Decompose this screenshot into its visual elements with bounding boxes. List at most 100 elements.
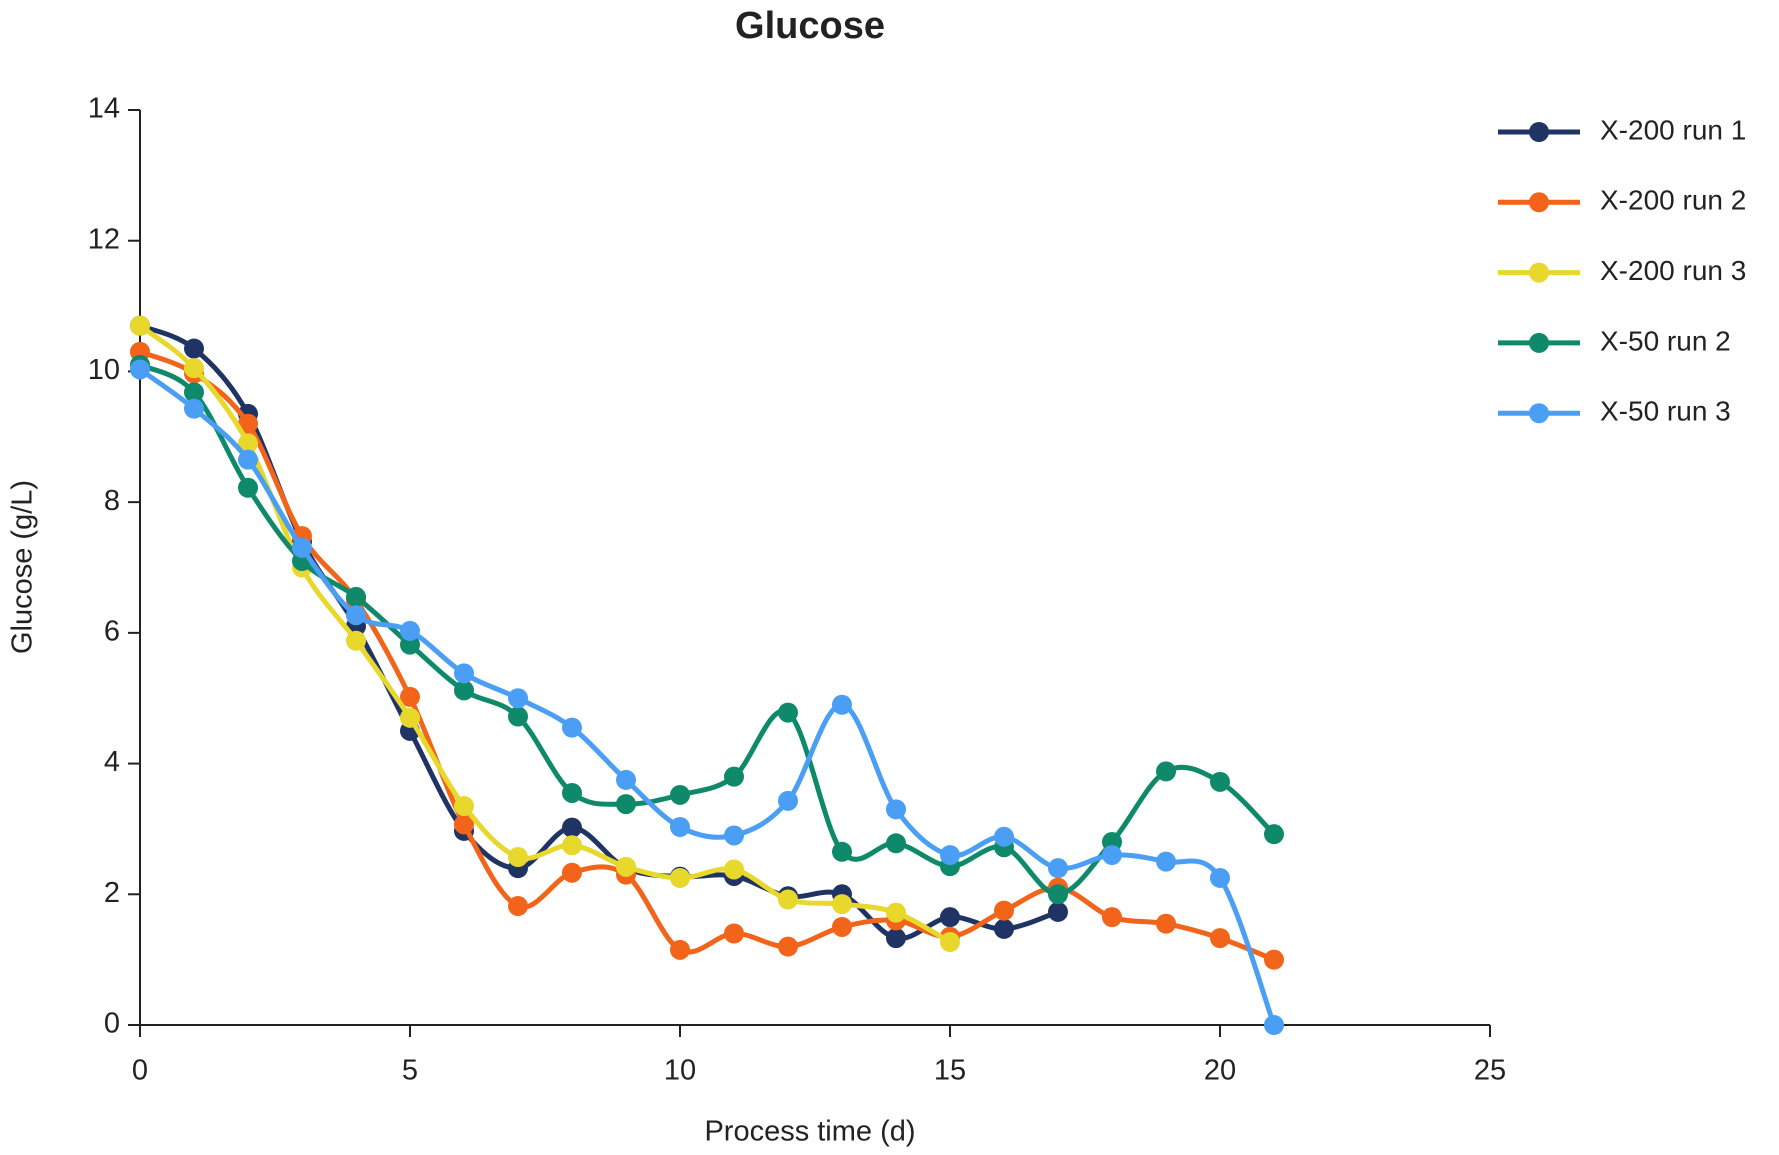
data-point — [616, 856, 636, 877]
data-point — [994, 826, 1014, 847]
data-point — [508, 847, 528, 868]
data-point — [346, 630, 366, 651]
series-line — [138, 362, 1276, 897]
data-point — [184, 382, 204, 403]
data-point — [724, 825, 744, 846]
data-point — [724, 766, 744, 787]
x-axis-label: Process time (d) — [704, 1116, 915, 1148]
y-tick-label: 10 — [88, 354, 120, 386]
data-point — [832, 841, 852, 862]
data-point — [1210, 867, 1230, 888]
x-tick-label: 0 — [132, 1055, 148, 1087]
data-point — [670, 816, 690, 837]
data-point — [670, 784, 690, 805]
x-tick-label: 10 — [664, 1055, 696, 1087]
legend-marker — [1529, 403, 1549, 424]
data-point — [1210, 771, 1230, 792]
data-point — [832, 894, 852, 915]
data-point — [1156, 761, 1176, 782]
data-point — [562, 817, 582, 838]
series-line — [139, 349, 1275, 962]
data-point — [670, 939, 690, 960]
series-line — [139, 323, 1059, 941]
y-tick-label: 8 — [104, 485, 120, 517]
data-point — [400, 686, 420, 707]
data-point — [562, 862, 582, 883]
data-point — [1156, 913, 1176, 934]
data-point — [130, 315, 150, 336]
legend-label: X-200 run 2 — [1600, 185, 1746, 216]
data-point — [184, 398, 204, 419]
data-point — [724, 859, 744, 880]
y-axis-label: Glucose (g/L) — [7, 480, 39, 654]
legend-label: X-50 run 3 — [1600, 396, 1731, 427]
data-point — [1102, 845, 1122, 866]
data-point — [1264, 824, 1284, 845]
data-point — [292, 537, 312, 558]
data-point — [508, 706, 528, 727]
x-tick-label: 5 — [402, 1055, 418, 1087]
y-tick-label: 0 — [104, 1008, 120, 1040]
y-tick-label: 14 — [88, 93, 120, 125]
data-point — [886, 799, 906, 820]
data-point — [400, 707, 420, 728]
chart-title: Glucose — [735, 5, 885, 47]
data-point — [130, 359, 150, 380]
x-tick-label: 25 — [1474, 1055, 1506, 1087]
y-tick-label: 6 — [104, 616, 120, 648]
data-point — [616, 794, 636, 815]
data-point — [778, 889, 798, 910]
data-point — [778, 702, 798, 723]
legend-label: X-50 run 2 — [1600, 325, 1731, 356]
data-point — [616, 769, 636, 790]
data-point — [1264, 949, 1284, 970]
data-point — [508, 688, 528, 709]
data-point — [886, 902, 906, 923]
data-point — [670, 867, 690, 888]
data-point — [454, 814, 474, 835]
data-point — [562, 717, 582, 738]
data-point — [400, 634, 420, 655]
data-point — [1048, 901, 1068, 922]
data-point — [184, 358, 204, 379]
data-point — [562, 782, 582, 803]
x-tick-label: 20 — [1204, 1055, 1236, 1087]
data-point — [940, 845, 960, 866]
data-point — [886, 833, 906, 854]
data-point — [238, 477, 258, 498]
data-point — [778, 936, 798, 957]
data-point — [400, 620, 420, 641]
series-line — [138, 367, 1277, 1026]
y-tick-label: 12 — [88, 223, 120, 255]
y-tick-label: 2 — [104, 877, 120, 909]
data-point — [1156, 851, 1176, 872]
data-point — [1048, 858, 1068, 879]
legend-label: X-200 run 1 — [1600, 114, 1746, 145]
data-point — [994, 918, 1014, 939]
legend-label: X-200 run 3 — [1600, 255, 1746, 286]
data-point — [1210, 928, 1230, 949]
data-point — [940, 907, 960, 928]
data-point — [1264, 1015, 1284, 1035]
data-point — [454, 680, 474, 701]
data-point — [562, 835, 582, 856]
legend-marker — [1529, 122, 1549, 142]
data-point — [724, 923, 744, 944]
data-point — [454, 796, 474, 817]
data-point — [454, 663, 474, 684]
data-point — [994, 900, 1014, 921]
data-point — [940, 931, 960, 952]
data-point — [832, 694, 852, 715]
data-point — [832, 916, 852, 937]
data-point — [886, 928, 906, 949]
y-tick-label: 4 — [104, 746, 120, 778]
data-point — [238, 433, 258, 454]
data-point — [238, 413, 258, 434]
data-point — [346, 605, 366, 626]
data-point — [778, 790, 798, 811]
data-point — [508, 896, 528, 917]
data-point — [238, 449, 258, 470]
data-point — [1102, 907, 1122, 928]
data-point — [184, 338, 204, 359]
